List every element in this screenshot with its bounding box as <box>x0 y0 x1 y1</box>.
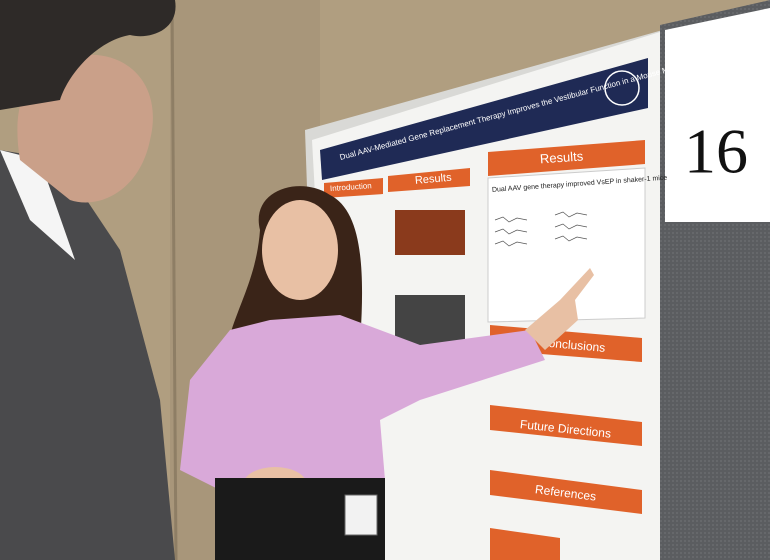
number-card <box>665 8 770 222</box>
micrograph <box>395 210 465 255</box>
section-header <box>490 528 560 560</box>
figure-panel <box>487 167 646 323</box>
board-number: 16 <box>684 116 748 187</box>
face <box>262 200 338 300</box>
waveforms <box>494 211 588 247</box>
shirt-collar <box>0 150 75 260</box>
section-title: Results <box>539 148 584 166</box>
section-title: Introduction <box>330 181 372 193</box>
hand <box>525 268 594 350</box>
section-header <box>388 168 470 192</box>
wall-seam <box>170 0 178 560</box>
section-title: Results <box>414 172 452 187</box>
badge <box>344 494 378 536</box>
shirt <box>180 315 545 490</box>
title-banner <box>320 58 648 180</box>
section-header <box>490 470 642 514</box>
section-title: Conclusions <box>539 335 605 355</box>
micrograph <box>395 295 465 345</box>
section-header <box>324 178 383 198</box>
section-header <box>490 405 642 446</box>
hhs-logo <box>604 70 640 106</box>
suit <box>0 150 175 560</box>
section-header <box>488 140 645 176</box>
man-hair <box>0 0 176 110</box>
